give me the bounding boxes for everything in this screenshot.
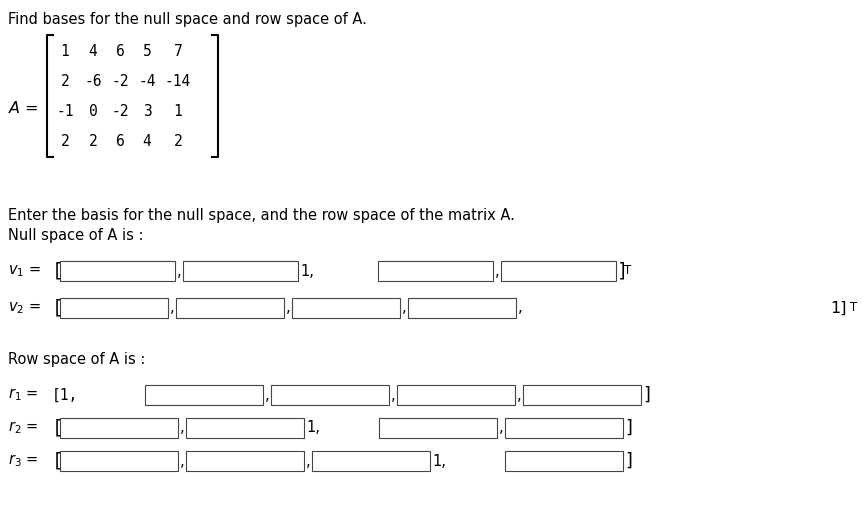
Text: 1,: 1, <box>432 454 446 469</box>
Bar <box>60 261 175 281</box>
Bar <box>60 451 178 471</box>
Text: 2: 2 <box>89 135 98 149</box>
Text: 3: 3 <box>142 104 151 120</box>
Text: ,: , <box>177 264 181 279</box>
Text: 2: 2 <box>60 75 69 89</box>
Text: 4: 4 <box>142 135 151 149</box>
Text: -2: -2 <box>111 104 129 120</box>
Text: -14: -14 <box>165 75 191 89</box>
Bar <box>378 261 493 281</box>
Text: 0: 0 <box>89 104 98 120</box>
Text: ,: , <box>517 387 521 402</box>
Text: 5: 5 <box>142 44 151 60</box>
Bar <box>176 298 284 318</box>
Text: 2: 2 <box>60 135 69 149</box>
Bar <box>60 298 168 318</box>
Bar <box>501 261 616 281</box>
Text: 6: 6 <box>116 44 124 60</box>
Text: ,: , <box>180 454 185 469</box>
Text: ]: ] <box>617 262 628 280</box>
Text: [1,: [1, <box>52 387 79 402</box>
Text: T: T <box>624 264 631 277</box>
Text: [: [ <box>52 452 63 470</box>
Text: 1: 1 <box>60 44 69 60</box>
Text: Find bases for the null space and row space of A.: Find bases for the null space and row sp… <box>8 12 367 27</box>
Text: [: [ <box>52 299 63 317</box>
Text: 1,: 1, <box>306 421 320 435</box>
Text: Enter the basis for the null space, and the row space of the matrix A.: Enter the basis for the null space, and … <box>8 208 515 223</box>
Text: Null space of A is :: Null space of A is : <box>8 228 143 243</box>
Text: 2: 2 <box>173 135 182 149</box>
Text: ]: ] <box>643 386 650 404</box>
Text: Row space of A is :: Row space of A is : <box>8 352 145 367</box>
Bar <box>186 418 304 438</box>
Text: 7: 7 <box>173 44 182 60</box>
Bar <box>271 385 389 405</box>
Bar <box>183 261 298 281</box>
Text: ,: , <box>180 421 185 435</box>
Bar <box>186 451 304 471</box>
Text: ,: , <box>518 301 523 315</box>
Bar <box>408 298 516 318</box>
Bar <box>505 451 623 471</box>
Text: -6: -6 <box>85 75 102 89</box>
Text: -4: -4 <box>138 75 155 89</box>
Bar <box>523 385 641 405</box>
Text: [: [ <box>52 262 63 280</box>
Text: $r_1$ =: $r_1$ = <box>8 387 38 404</box>
Text: ,: , <box>499 421 504 435</box>
Text: ,: , <box>495 264 500 279</box>
Bar <box>379 418 497 438</box>
Text: ,: , <box>265 387 269 402</box>
Bar <box>145 385 263 405</box>
Text: 6: 6 <box>116 135 124 149</box>
Text: ]: ] <box>625 452 632 470</box>
Text: 4: 4 <box>89 44 98 60</box>
Text: -2: -2 <box>111 75 129 89</box>
Text: $v_2$ =: $v_2$ = <box>8 300 41 316</box>
Text: ]: ] <box>625 419 632 437</box>
Bar <box>292 298 400 318</box>
Text: T: T <box>850 301 857 314</box>
Text: ,: , <box>170 301 174 315</box>
Bar <box>312 451 430 471</box>
Bar <box>397 385 515 405</box>
Text: [: [ <box>52 419 63 437</box>
Text: $v_1$ =: $v_1$ = <box>8 263 41 279</box>
Text: 1: 1 <box>173 104 182 120</box>
Text: ,: , <box>286 301 291 315</box>
Text: $r_2$ =: $r_2$ = <box>8 420 38 436</box>
Text: ,: , <box>391 387 395 402</box>
Text: $A$ =: $A$ = <box>8 100 39 116</box>
Bar <box>505 418 623 438</box>
Text: $r_3$ =: $r_3$ = <box>8 453 38 469</box>
Text: ,: , <box>306 454 311 469</box>
Text: -1: -1 <box>56 104 73 120</box>
Text: 1,: 1, <box>300 264 314 279</box>
Bar <box>60 418 178 438</box>
Text: ,: , <box>402 301 406 315</box>
Text: 1]: 1] <box>830 301 847 315</box>
